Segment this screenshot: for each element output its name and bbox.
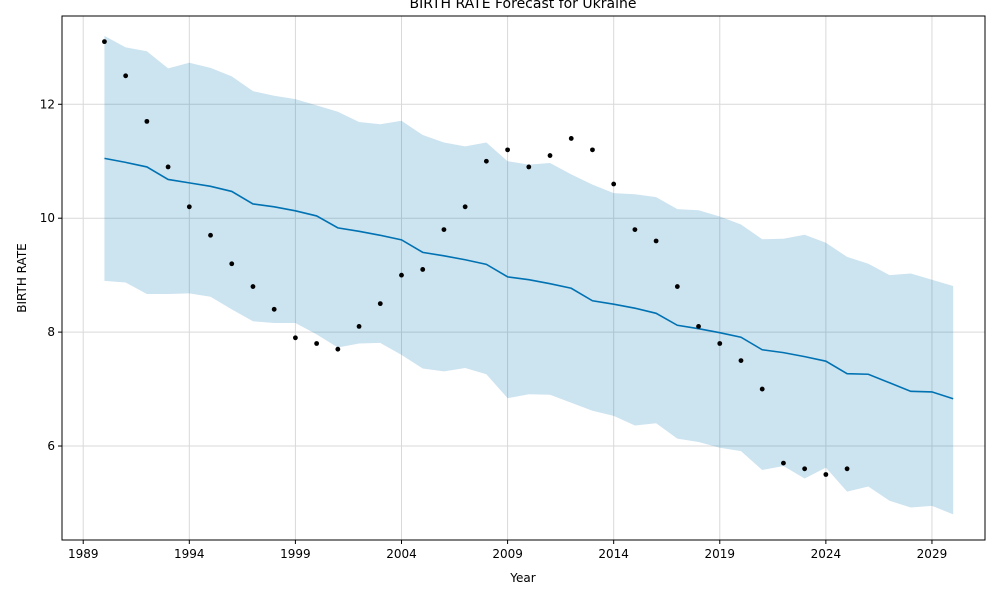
forecast-line [104, 157, 954, 400]
y-tick-label: 6 [47, 439, 55, 453]
observed-point [611, 181, 617, 187]
x-tick-label: 2029 [917, 547, 948, 561]
observed-points-layer [102, 39, 850, 477]
y-tick-label: 8 [47, 325, 55, 339]
observed-point [674, 284, 680, 289]
observed-point [632, 227, 638, 232]
uncertainty-band-layer [104, 35, 954, 515]
observed-point [717, 341, 723, 346]
observed-point [568, 136, 574, 141]
x-tick-label: 2014 [598, 547, 629, 561]
observed-point [802, 466, 808, 472]
observed-point [547, 153, 553, 158]
observed-point [399, 272, 404, 278]
observed-point [483, 158, 489, 164]
observed-point [123, 73, 129, 79]
y-axis-ticks: 6 8 10 12 [40, 97, 62, 453]
observed-point [526, 164, 532, 170]
x-tick-label: 2009 [492, 547, 523, 561]
observed-point [696, 324, 701, 329]
y-tick-label: 12 [40, 97, 55, 111]
observed-point [377, 301, 383, 307]
observed-point [759, 386, 765, 392]
observed-point [165, 164, 171, 170]
x-tick-label: 1999 [280, 547, 311, 561]
observed-point [293, 335, 298, 341]
observed-point [102, 39, 107, 45]
observed-point [314, 341, 320, 346]
observed-point [441, 227, 447, 232]
observed-point [335, 346, 341, 352]
grid-lines [62, 16, 985, 540]
forecast-line-layer [104, 157, 954, 400]
uncertainty-band [104, 35, 954, 515]
y-tick-label: 10 [40, 211, 55, 225]
x-tick-label: 2019 [704, 547, 735, 561]
observed-point [250, 284, 256, 289]
observed-point [462, 204, 468, 210]
x-tick-label: 2024 [811, 547, 842, 561]
x-axis-ticks: 1989 1994 1999 2004 2009 2014 2019 2024 2029 [68, 540, 947, 561]
observed-point [738, 358, 744, 363]
observed-point [229, 261, 235, 267]
observed-point [356, 324, 362, 329]
observed-point [653, 238, 659, 244]
observed-point [823, 472, 829, 477]
observed-point [781, 460, 786, 466]
x-tick-label: 1994 [174, 547, 205, 561]
observed-point [420, 267, 426, 272]
plot-area-frame [61, 15, 986, 541]
observed-point [186, 204, 192, 210]
observed-point [208, 232, 213, 238]
chart-title: BIRTH RATE Forecast for Ukraine [410, 0, 637, 12]
x-axis-title: Year [509, 571, 535, 585]
observed-point [844, 466, 850, 472]
x-tick-label: 1989 [68, 547, 99, 561]
observed-point [144, 118, 150, 124]
x-tick-label: 2004 [386, 547, 417, 561]
y-axis-title: BIRTH RATE [15, 243, 29, 312]
observed-point [590, 147, 595, 153]
observed-point [505, 147, 510, 153]
observed-point [271, 306, 277, 312]
